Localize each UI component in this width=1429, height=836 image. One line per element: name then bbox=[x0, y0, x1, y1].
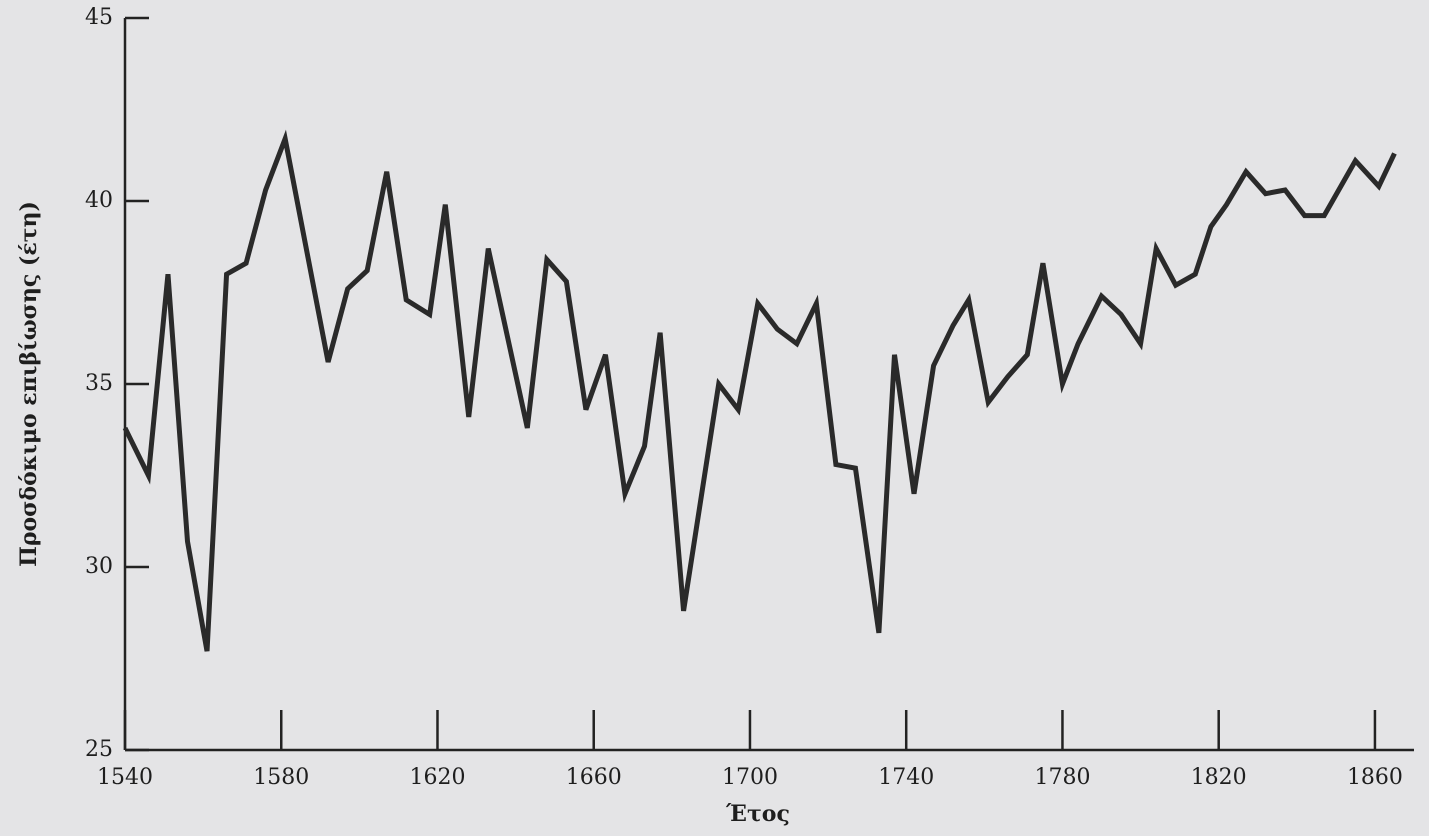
y-tick-label: 35 bbox=[85, 371, 113, 396]
x-tick-label: 1820 bbox=[1191, 765, 1247, 790]
x-tick-label: 1620 bbox=[409, 765, 465, 790]
data-line bbox=[122, 129, 1397, 652]
y-tick-label: 40 bbox=[85, 188, 113, 213]
x-tick-label: 1540 bbox=[97, 765, 153, 790]
y-tick-label: 30 bbox=[85, 554, 113, 579]
x-tick-label: 1660 bbox=[566, 765, 622, 790]
x-axis-label: Έτος bbox=[725, 801, 790, 827]
y-tick-label: 25 bbox=[85, 737, 113, 762]
y-axis-label: Προσδόκιμο επιβίωσης (έτη) bbox=[16, 201, 42, 567]
x-tick-label: 1780 bbox=[1034, 765, 1090, 790]
x-tick-label: 1860 bbox=[1347, 765, 1403, 790]
x-tick-label: 1700 bbox=[722, 765, 778, 790]
x-tick-label: 1740 bbox=[878, 765, 934, 790]
x-tick-label: 1580 bbox=[253, 765, 309, 790]
y-tick-label: 45 bbox=[85, 5, 113, 30]
